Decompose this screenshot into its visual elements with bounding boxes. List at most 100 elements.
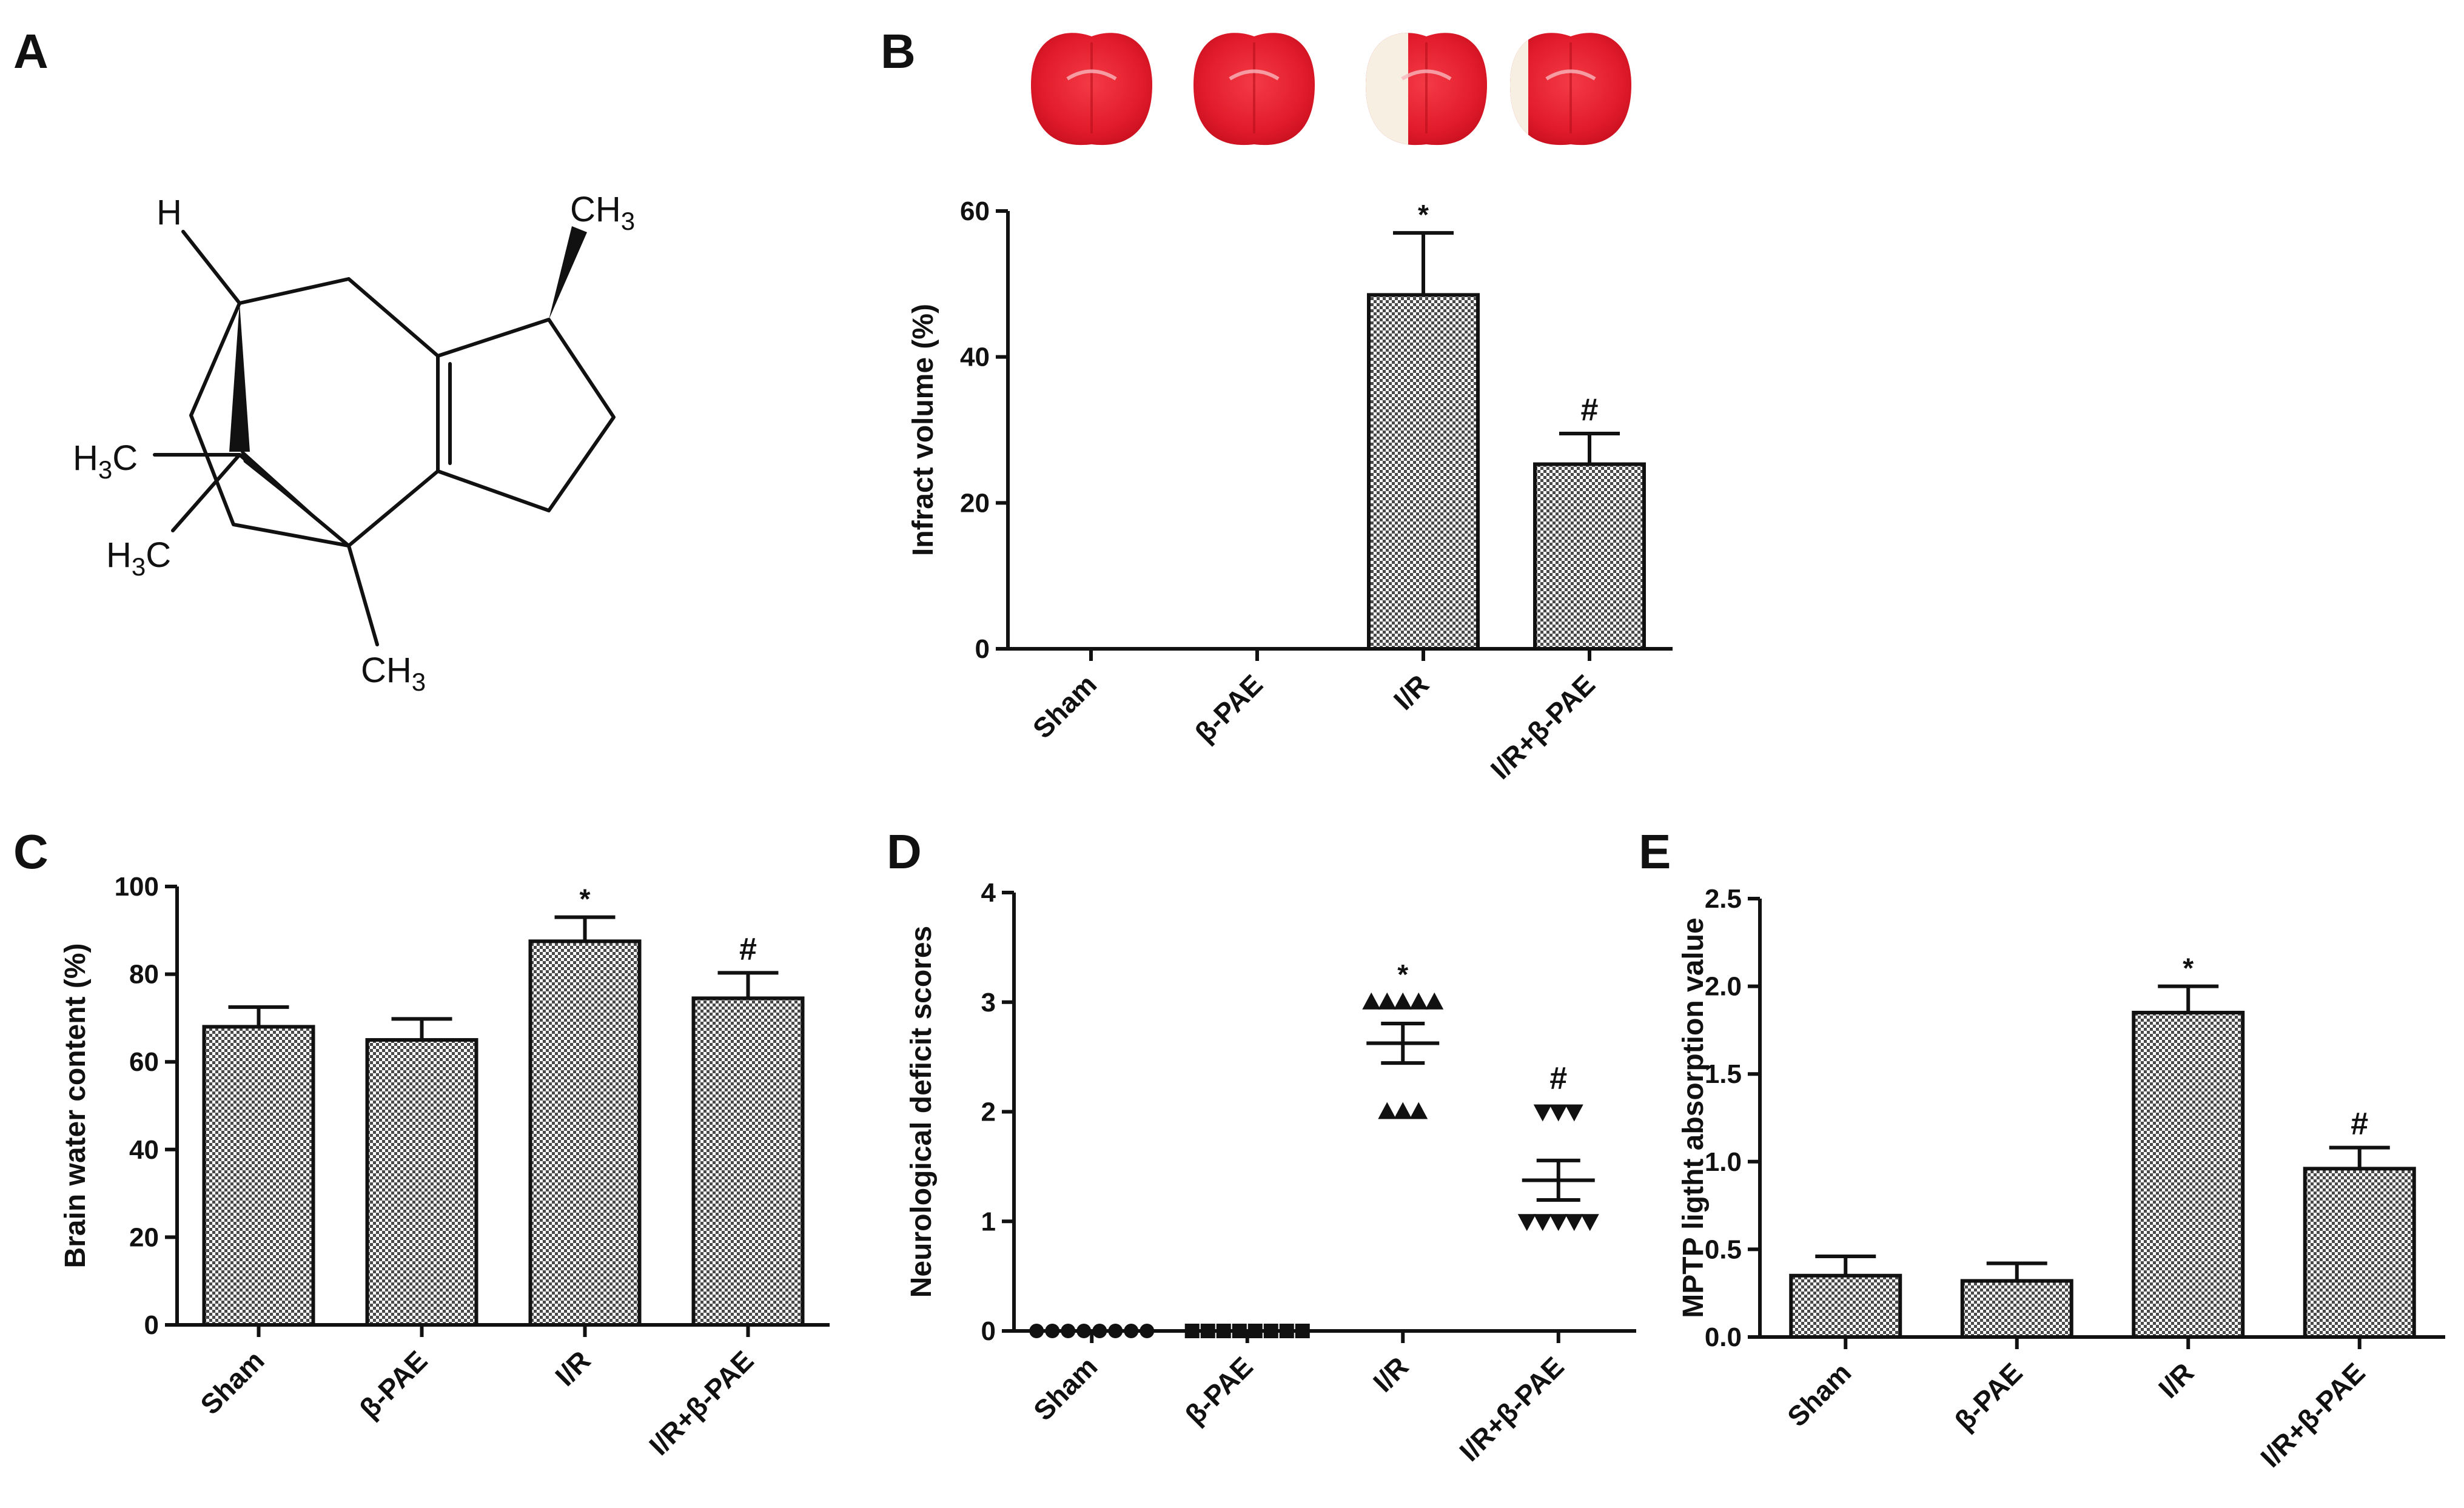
data-point	[1549, 1104, 1568, 1122]
data-point	[1263, 1324, 1278, 1338]
y-tick-label: 60	[129, 1047, 159, 1077]
bar	[1533, 462, 1646, 651]
wedge-bond-top	[549, 226, 587, 320]
y-tick-label: 1.5	[1705, 1059, 1742, 1089]
x-tick-label: β-PAE	[1179, 1350, 1259, 1430]
data-point	[1029, 1324, 1044, 1338]
bar	[1789, 1273, 1902, 1339]
data-point	[1076, 1324, 1092, 1338]
y-tick-label: 1.0	[1705, 1147, 1742, 1177]
data-point	[1184, 1324, 1200, 1338]
brain-slice	[1031, 33, 1152, 146]
brain-slices	[1031, 33, 1631, 146]
wedge-bond-bridge	[240, 447, 349, 546]
svg-text:CH3: CH3	[361, 651, 426, 696]
x-tick-label: I/R+β-PAE	[1485, 668, 1601, 785]
y-axis-label: Infract volume (%)	[907, 304, 939, 556]
y-tick-label: 3	[981, 988, 996, 1017]
y-tick-label: 2.0	[1705, 972, 1742, 1002]
bar	[2132, 1010, 2245, 1339]
data-point	[1045, 1324, 1060, 1338]
significance-label: *	[1397, 959, 1408, 990]
chart-neurological-deficit: 0 1 2 3 4 Neurological deficit scores Sham β-PA…	[905, 878, 1636, 1467]
significance-label: *	[2183, 953, 2194, 984]
svg-text:H3C: H3C	[106, 535, 171, 581]
significance-label: #	[1549, 1061, 1567, 1096]
data-point	[1394, 1102, 1412, 1119]
atom-ch3-top: CH3	[570, 190, 635, 235]
x-tick-label: Sham	[1781, 1356, 1857, 1432]
data-point	[1279, 1324, 1294, 1338]
bar	[1367, 293, 1480, 651]
x-tick-label: I/R	[1367, 1350, 1414, 1398]
bond-five-ring	[436, 318, 616, 512]
data-point	[1108, 1324, 1123, 1338]
y-tick-label: 100	[115, 872, 159, 902]
significance-label: #	[1581, 392, 1599, 427]
y-tick-label: 80	[129, 960, 159, 990]
bar	[528, 939, 642, 1327]
bar	[2303, 1167, 2416, 1339]
data-point	[1565, 1104, 1583, 1122]
atom-ch3-bottom: CH3	[361, 651, 426, 696]
data-point	[1124, 1324, 1139, 1338]
brain-slice-ventricle	[1229, 69, 1280, 81]
bar	[691, 996, 805, 1327]
y-tick-label: 0	[144, 1310, 159, 1340]
data-point	[1409, 992, 1428, 1010]
data-point	[1409, 1102, 1428, 1119]
bond-bridge-left	[189, 301, 351, 548]
data-point	[1247, 1324, 1263, 1338]
y-tick-label: 2.5	[1705, 884, 1742, 914]
panel-label-c: C	[13, 825, 49, 879]
svg-text:CH3: CH3	[570, 190, 635, 235]
significance-label: *	[580, 883, 591, 915]
brain-slice-infarct	[1366, 33, 1408, 146]
significance-label: *	[1418, 199, 1429, 230]
x-tick-label: I/R+β-PAE	[1453, 1350, 1569, 1467]
data-point	[1295, 1324, 1310, 1338]
x-tick-label: I/R+β-PAE	[643, 1344, 759, 1461]
significance-label: #	[739, 931, 757, 967]
x-tick-label: Sham	[1027, 668, 1103, 744]
data-point	[1061, 1324, 1076, 1338]
x-tick-label: I/R	[2152, 1356, 2200, 1404]
x-tick-label: I/R+β-PAE	[2254, 1356, 2371, 1473]
y-axis-label: Neurological deficit scores	[905, 926, 938, 1298]
wedge-bond-center	[229, 303, 250, 452]
brain-slice-ventricle	[1066, 69, 1117, 81]
y-tick-label: 40	[129, 1135, 159, 1165]
brain-slice-infarct	[1510, 33, 1528, 146]
significance-label: #	[2351, 1107, 2368, 1142]
panel-label-a: A	[13, 24, 49, 78]
y-tick-label: 1	[981, 1207, 996, 1236]
brain-slice-ventricle	[1401, 69, 1452, 81]
chart-infarct-volume: 0 20 40 60 Infract volume (%) Sham β-PAE I/R I/R…	[907, 196, 1673, 785]
bar	[202, 1025, 315, 1327]
data-point	[1533, 1214, 1552, 1232]
x-tick-label: β-PAE	[354, 1344, 434, 1424]
atom-h3c-upper: H3C	[73, 438, 138, 484]
y-tick-label: 2	[981, 1097, 996, 1127]
x-tick-label: I/R	[1388, 668, 1435, 715]
data-point	[1200, 1324, 1215, 1338]
atom-h3c-lower: H3C	[106, 535, 171, 581]
data-point	[1425, 992, 1444, 1010]
y-tick-label: 4	[981, 878, 996, 908]
data-point	[1394, 992, 1412, 1010]
data-point	[1378, 992, 1397, 1010]
data-point	[1580, 1214, 1599, 1232]
brain-slice-ventricle	[1545, 69, 1596, 81]
y-tick-label: 40	[960, 343, 990, 372]
data-point	[1378, 1102, 1397, 1119]
brain-slice	[1510, 33, 1631, 146]
data-point	[1092, 1324, 1107, 1338]
data-point	[1565, 1214, 1583, 1232]
panel-label-e: E	[1639, 825, 1671, 879]
data-point	[1140, 1324, 1155, 1338]
y-axis-label: MPTP ligtht absorption value	[1677, 917, 1710, 1318]
bond-ring-top	[238, 277, 440, 358]
x-tick-label: Sham	[194, 1344, 270, 1420]
